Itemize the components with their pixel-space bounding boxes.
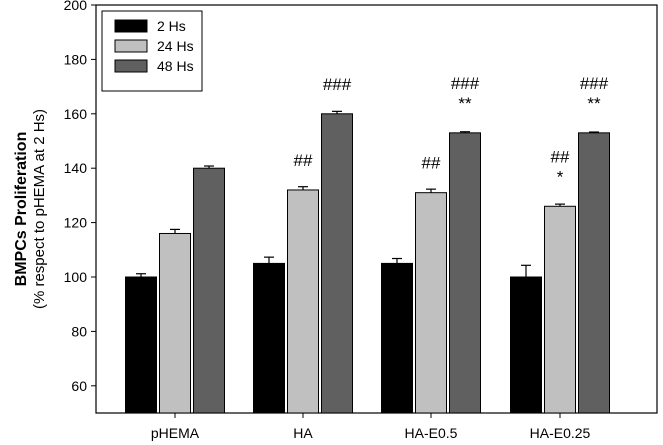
legend-swatch xyxy=(114,59,148,73)
x-tick-label: HA xyxy=(293,425,313,441)
x-tick-label: pHEMA xyxy=(151,425,200,441)
y-tick-label: 120 xyxy=(64,215,88,231)
bar xyxy=(125,276,157,414)
legend-label: 48 Hs xyxy=(157,58,194,74)
y-axis-title: BMPCs Proliferation xyxy=(13,132,30,287)
legend-label: 2 Hs xyxy=(157,18,186,34)
plot-frame xyxy=(95,4,658,414)
bar xyxy=(321,113,353,414)
significance-annotation: ## xyxy=(422,154,441,173)
y-tick-label: 60 xyxy=(71,378,87,394)
bar xyxy=(415,192,447,414)
x-tick-label: HA-E0.25 xyxy=(530,425,591,441)
y-tick-label: 180 xyxy=(64,51,88,67)
bar xyxy=(578,132,610,414)
significance-annotation: ** xyxy=(458,94,472,113)
bar xyxy=(159,232,191,414)
bar xyxy=(510,276,542,414)
significance-annotation: ### xyxy=(323,75,352,94)
significance-annotation: ** xyxy=(587,94,601,113)
bar xyxy=(193,167,225,414)
significance-annotation: ### xyxy=(451,74,480,93)
x-tick-label: HA-E0.5 xyxy=(405,425,458,441)
bar xyxy=(544,205,576,414)
bar xyxy=(287,189,319,414)
significance-annotation: ## xyxy=(551,147,570,166)
significance-annotation: * xyxy=(557,167,564,186)
significance-annotation: ### xyxy=(580,74,609,93)
significance-annotation: ## xyxy=(294,151,313,170)
y-axis-subtitle: (% respect to pHEMA at 2 Hs) xyxy=(31,109,48,309)
y-tick-label: 140 xyxy=(64,160,88,176)
y-tick-label: 80 xyxy=(71,323,87,339)
legend-label: 24 Hs xyxy=(157,38,194,54)
bar xyxy=(381,262,413,414)
bar xyxy=(253,262,285,414)
y-tick-label: 200 xyxy=(64,0,88,13)
y-tick-label: 160 xyxy=(64,106,88,122)
y-tick-label: 100 xyxy=(64,269,88,285)
y-axis-label: BMPCs Proliferation (% respect to pHEMA … xyxy=(13,109,48,309)
bar xyxy=(449,132,481,414)
legend-swatch xyxy=(114,19,148,33)
legend-swatch xyxy=(114,39,148,53)
